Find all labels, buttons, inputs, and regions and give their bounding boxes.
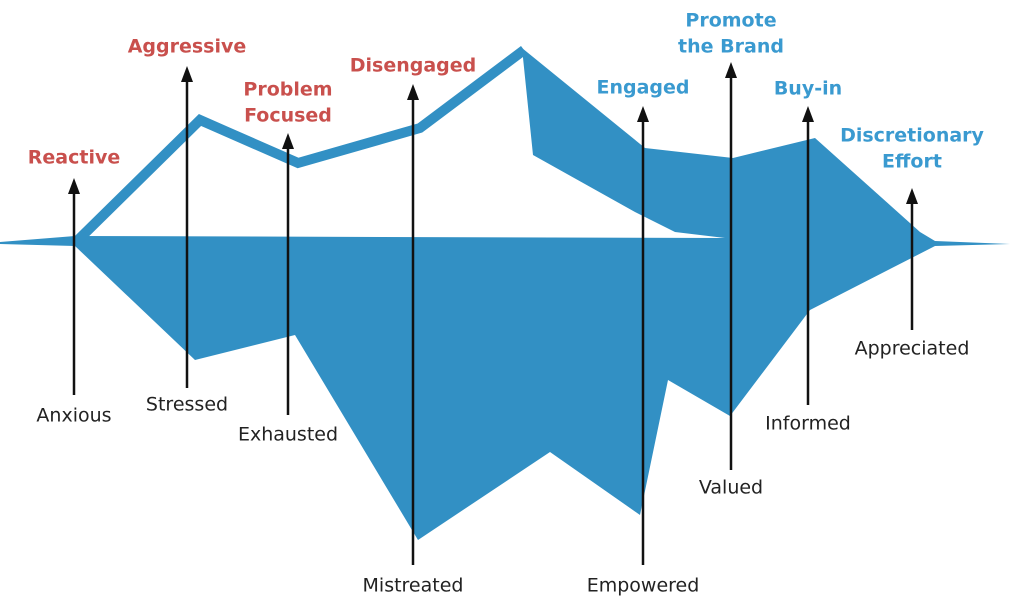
top-label: Promote — [685, 10, 776, 32]
arrow-head — [802, 106, 814, 122]
iceberg-outline — [74, 46, 527, 244]
bottom-label: Anxious — [36, 405, 111, 427]
bottom-label: Mistreated — [363, 575, 464, 597]
arrow-head — [68, 178, 80, 194]
bottom-label: Valued — [699, 477, 763, 499]
bottom-label: Empowered — [587, 575, 700, 597]
bottom-label: Exhausted — [238, 424, 338, 446]
arrow-head — [906, 188, 918, 204]
top-label: Reactive — [28, 147, 120, 169]
bottom-label: Appreciated — [855, 338, 970, 360]
top-label: Discretionary — [840, 125, 984, 147]
arrow-head — [407, 84, 419, 100]
top-label: Focused — [244, 105, 332, 127]
bottom-label: Informed — [765, 413, 851, 435]
top-label: Engaged — [596, 77, 689, 99]
bottom-label: Stressed — [146, 394, 228, 416]
top-label: Problem — [243, 79, 332, 101]
top-label: the Brand — [678, 36, 784, 58]
iceberg-shape — [0, 48, 1010, 540]
top-label: Disengaged — [350, 55, 477, 77]
arrow-head — [181, 66, 193, 82]
top-label: Effort — [882, 151, 942, 173]
top-label: Buy-in — [774, 78, 842, 100]
top-label: Aggressive — [128, 36, 247, 58]
arrow-head — [282, 133, 294, 149]
arrow-head — [725, 62, 737, 78]
arrow-head — [637, 106, 649, 122]
